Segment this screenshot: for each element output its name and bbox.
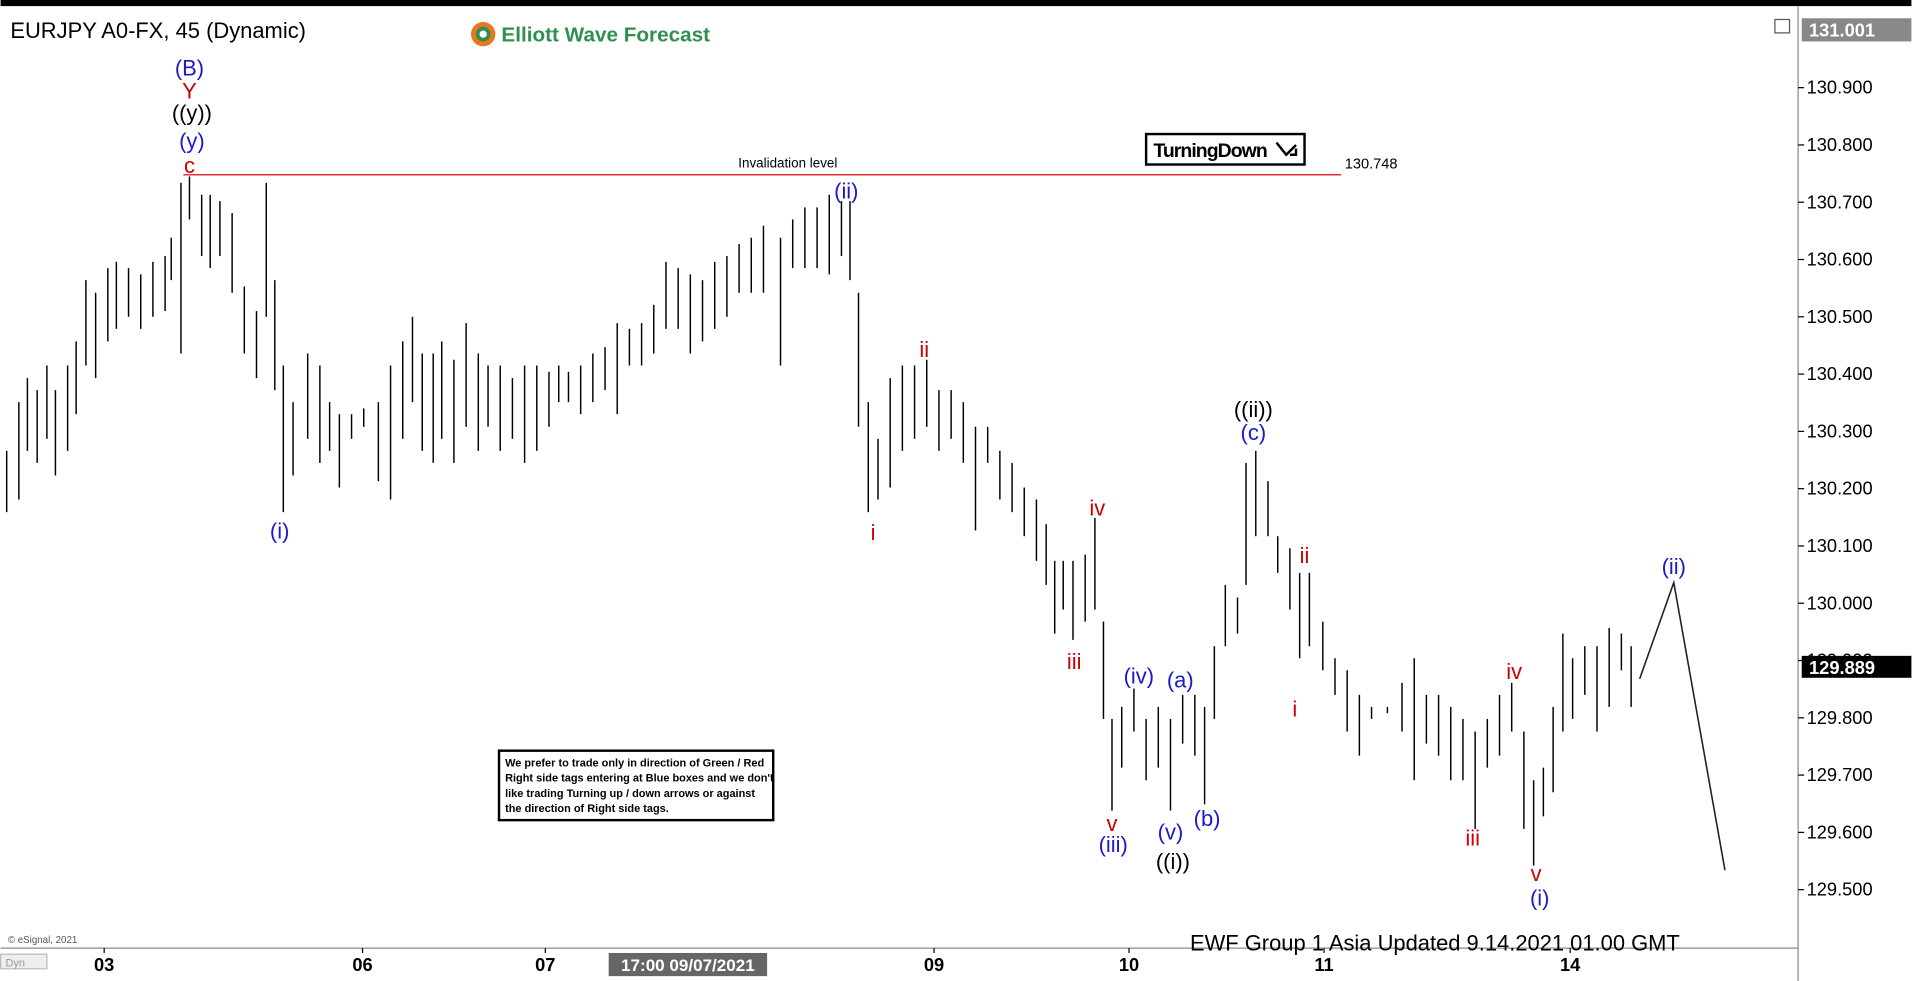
top-bar xyxy=(0,0,1912,7)
signal-box xyxy=(1144,132,1306,166)
wave-label: (i) xyxy=(1530,885,1549,910)
note-line: like trading Turning up / down arrows or… xyxy=(505,788,755,800)
y-tick-label: 130.100 xyxy=(1807,535,1873,556)
wave-label: v xyxy=(1531,861,1542,886)
wave-label: ((y)) xyxy=(172,101,212,126)
wave-label: (B) xyxy=(175,56,204,81)
wave-label: (a) xyxy=(1167,667,1194,692)
x-tick-label: 07 xyxy=(535,954,555,975)
brand: Elliott Wave Forecast xyxy=(501,23,710,46)
chart-title: EURJPY A0-FX, 45 (Dynamic) xyxy=(10,18,306,43)
cursor-label: 17:00 09/07/2021 xyxy=(621,956,755,975)
note: We prefer to trade only in direction of … xyxy=(505,758,774,816)
y-tick-label: 130.900 xyxy=(1807,77,1873,98)
y-tick-label: 130.600 xyxy=(1807,249,1873,270)
note-line: We prefer to trade only in direction of … xyxy=(505,758,764,770)
logo-icon xyxy=(479,30,487,38)
y-tick-label: 130.200 xyxy=(1807,478,1873,499)
y-tick-label: 130.000 xyxy=(1807,592,1873,613)
x-tick-label: 03 xyxy=(94,954,114,975)
footer: EWF Group 1 Asia Updated 9.14.2021 01.00… xyxy=(1190,931,1680,956)
wave-label: Y xyxy=(182,79,197,104)
last-price: 129.889 xyxy=(1809,657,1875,678)
wave-label: (ii) xyxy=(834,179,858,204)
note-line: Right side tags entering at Blue boxes a… xyxy=(505,773,774,785)
x-tick-label: 09 xyxy=(924,954,944,975)
invalidation-value: 130.748 xyxy=(1345,157,1398,173)
wave-label: (iv) xyxy=(1124,664,1154,689)
cursor-label-box xyxy=(608,952,768,977)
note-line: the direction of Right side tags. xyxy=(505,803,669,815)
wave-label: (i) xyxy=(270,519,289,544)
y-tick-label: 129.500 xyxy=(1807,879,1873,900)
top-price-box xyxy=(1801,18,1912,42)
x-tick-label: 14 xyxy=(1560,954,1581,975)
wave-label: ((i)) xyxy=(1156,849,1190,874)
y-tick-label: 129.800 xyxy=(1807,707,1873,728)
note-box xyxy=(497,749,775,822)
corner-box xyxy=(0,953,48,970)
wave-label: iv xyxy=(1506,659,1522,684)
y-tick-label: 130.300 xyxy=(1807,420,1873,441)
corner-label: Dyn xyxy=(5,957,24,969)
x-tick-label: 06 xyxy=(352,954,372,975)
y-tick-label: 130.500 xyxy=(1807,306,1873,327)
signal-arrow xyxy=(1275,141,1298,157)
x-tick-label: 11 xyxy=(1314,954,1333,975)
y-tick-label: 130.800 xyxy=(1807,134,1873,155)
y-tick-label: 129.600 xyxy=(1807,821,1873,842)
wave-label: ((ii)) xyxy=(1234,397,1273,422)
wave-label: iv xyxy=(1089,495,1105,520)
wave-label: ii xyxy=(1300,543,1310,568)
wave-label: (b) xyxy=(1194,806,1221,831)
y-tick-label: 129.700 xyxy=(1807,764,1873,785)
y-tick-label: 130.400 xyxy=(1807,363,1873,384)
y-tick-label: 130.700 xyxy=(1807,191,1873,212)
last-price-box xyxy=(1801,655,1912,678)
logo: Elliott Wave Forecast xyxy=(470,21,710,46)
wave-label: i xyxy=(1292,697,1297,722)
projection-path xyxy=(1638,579,1726,871)
wave-label: ii xyxy=(919,337,929,362)
wave-label: iii xyxy=(1465,826,1480,851)
wave-label: c xyxy=(184,153,195,178)
plot: 129.500129.600129.700129.800129.900130.0… xyxy=(5,18,1912,977)
copyright: © eSignal, 2021 xyxy=(8,935,77,946)
wave-label: (v) xyxy=(1158,820,1184,845)
wave-label: (y) xyxy=(179,129,205,154)
wave-label: (iii) xyxy=(1099,832,1128,857)
invalidation-label: Invalidation level xyxy=(738,155,837,170)
wave-label: iii xyxy=(1067,649,1082,674)
x-tick-label: 10 xyxy=(1119,954,1139,975)
wave-label: (ii) xyxy=(1662,554,1686,579)
top-price: 131.001 xyxy=(1809,20,1875,41)
wave-label: (c) xyxy=(1241,420,1267,445)
wave-label: i xyxy=(871,520,876,545)
wave-label: v xyxy=(1107,811,1118,836)
signal-text: TurningDown xyxy=(1153,140,1266,162)
window-icon xyxy=(1774,18,1791,34)
